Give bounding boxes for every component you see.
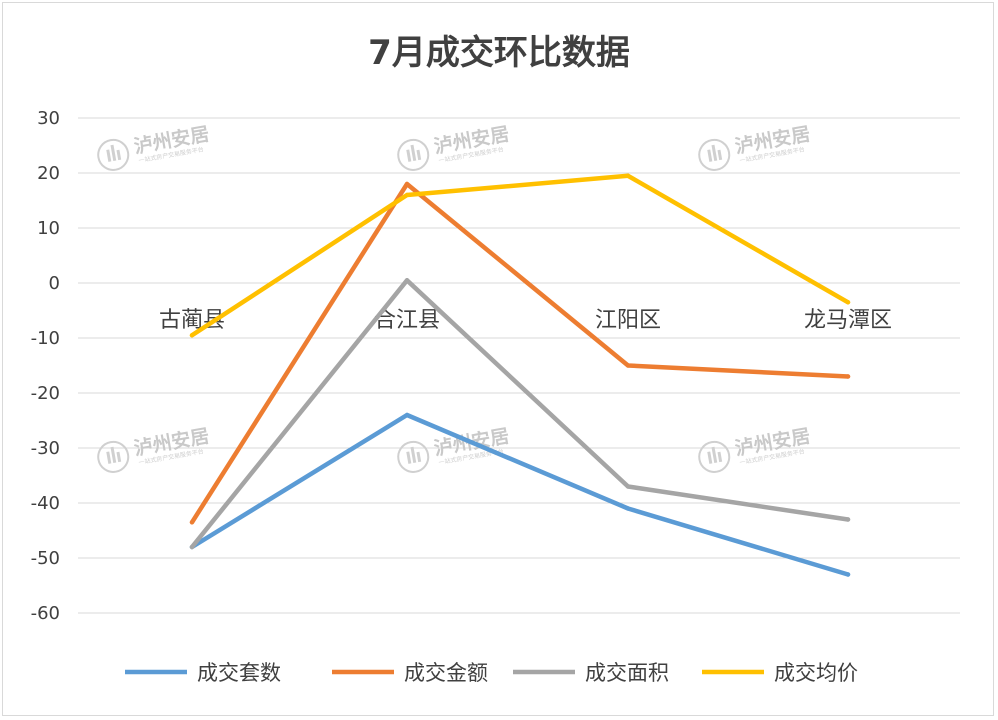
- watermark-logo-icon: [106, 451, 112, 464]
- data-point: [625, 484, 631, 489]
- series-line-3: [189, 278, 851, 550]
- data-point: [625, 363, 631, 368]
- data-point: [404, 192, 410, 198]
- data-point: [845, 572, 851, 577]
- y-tick-label: -50: [31, 548, 60, 569]
- y-tick-label: 0: [49, 273, 60, 294]
- series-line-1: [189, 412, 851, 577]
- data-point: [845, 374, 851, 379]
- watermark-logo-icon: [416, 451, 422, 463]
- watermark-logo-icon: [711, 144, 718, 162]
- watermark-logo-icon: [116, 149, 122, 161]
- data-point: [404, 278, 410, 283]
- data-point: [189, 333, 195, 338]
- data-point: [189, 544, 195, 550]
- data-point: [625, 173, 631, 178]
- y-tick-label: 10: [37, 218, 60, 239]
- watermark-logo-icon: [110, 446, 117, 464]
- data-point: [404, 412, 410, 418]
- watermark-logo-icon: [97, 138, 130, 171]
- data-point: [625, 506, 631, 511]
- watermark-logo-icon: [707, 451, 713, 464]
- y-tick-label: 30: [37, 108, 60, 129]
- data-point: [845, 300, 851, 305]
- watermark-logo-icon: [397, 440, 430, 473]
- watermark-logo-icon: [110, 144, 117, 162]
- chart-title: 7月成交环比数据: [368, 33, 630, 73]
- watermark-logo-icon: [416, 149, 422, 161]
- legend-label: 成交套数: [197, 661, 281, 685]
- watermark-logo-icon: [698, 440, 731, 473]
- y-tick-label: -20: [31, 383, 60, 404]
- watermark-logo-icon: [106, 149, 112, 162]
- watermark-logo-icon: [410, 446, 417, 464]
- watermark-logo-icon: [410, 144, 417, 162]
- x-category-label: 龙马潭区: [804, 308, 892, 333]
- legend-label: 成交面积: [585, 661, 669, 685]
- watermark-logo-icon: [711, 446, 718, 464]
- watermark-logo-icon: [717, 451, 723, 463]
- y-tick-label: -30: [31, 438, 60, 459]
- legend-label: 成交金额: [404, 661, 488, 685]
- series-line-2: [189, 181, 851, 525]
- x-category-label: 江阳区: [595, 308, 661, 333]
- data-point: [845, 517, 851, 522]
- watermark-logo-icon: [717, 149, 723, 161]
- watermark-logo-icon: [707, 149, 713, 162]
- watermark-logo-icon: [698, 138, 731, 171]
- y-tick-label: -40: [31, 493, 60, 514]
- y-tick-label: 20: [37, 163, 60, 184]
- watermark-logo-icon: [97, 440, 130, 473]
- watermark-logo-icon: [397, 138, 430, 171]
- x-category-label: 合江县: [374, 308, 440, 333]
- watermark-logo-icon: [116, 451, 122, 463]
- watermark-logo-icon: [406, 149, 412, 162]
- data-point: [404, 181, 410, 187]
- series-line-4: [189, 173, 851, 338]
- watermark-logo-icon: [406, 451, 412, 464]
- legend-label: 成交均价: [774, 661, 858, 685]
- y-tick-label: -10: [31, 328, 60, 349]
- data-point: [189, 520, 195, 525]
- y-tick-label: -60: [31, 603, 60, 624]
